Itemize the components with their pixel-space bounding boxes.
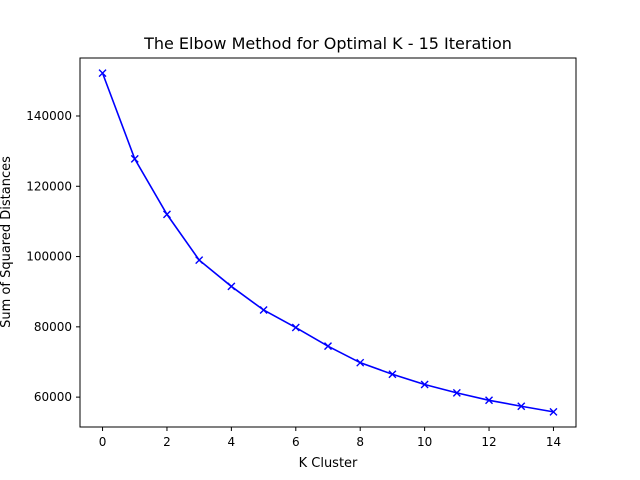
data-point-marker: [259, 305, 268, 314]
data-point-marker: [549, 407, 558, 416]
data-point-marker: [195, 256, 204, 265]
x-tick-label: 14: [546, 435, 561, 449]
x-tick-label: 0: [99, 435, 107, 449]
plot-frame: [79, 57, 577, 428]
x-tick-label: 12: [481, 435, 496, 449]
y-axis-ticks: 60000 80000 100000 120000 140000: [26, 109, 80, 404]
data-point-marker: [388, 370, 397, 379]
data-point-marker: [356, 358, 365, 367]
x-axis-label: K Cluster: [299, 456, 358, 471]
data-point-marker: [452, 388, 461, 397]
data-point-marker: [162, 210, 171, 219]
x-tick-label: 8: [356, 435, 364, 449]
series-line: [101, 72, 554, 413]
y-tick-label: 100000: [26, 250, 72, 264]
data-point-marker: [517, 402, 526, 411]
chart-title: The Elbow Method for Optimal K - 15 Iter…: [143, 34, 512, 53]
y-axis-label: Sum of Squared Distances: [0, 156, 14, 328]
data-point-marker: [485, 396, 494, 405]
data-point-marker: [98, 69, 107, 78]
y-tick-label: 120000: [26, 179, 72, 193]
y-tick-label: 60000: [34, 390, 72, 404]
x-tick-label: 4: [228, 435, 236, 449]
data-point-marker: [291, 323, 300, 332]
y-tick-label: 140000: [26, 109, 72, 123]
x-tick-label: 2: [163, 435, 171, 449]
data-point-marker: [130, 154, 139, 163]
x-axis-ticks: 0 2 4 6 8 10 12 14: [99, 427, 561, 449]
x-tick-label: 6: [292, 435, 300, 449]
plot-area: [98, 69, 558, 416]
x-tick-label: 10: [417, 435, 432, 449]
data-point-marker: [227, 282, 236, 291]
y-tick-label: 80000: [34, 320, 72, 334]
data-point-marker: [324, 342, 332, 351]
data-point-marker: [420, 380, 429, 389]
